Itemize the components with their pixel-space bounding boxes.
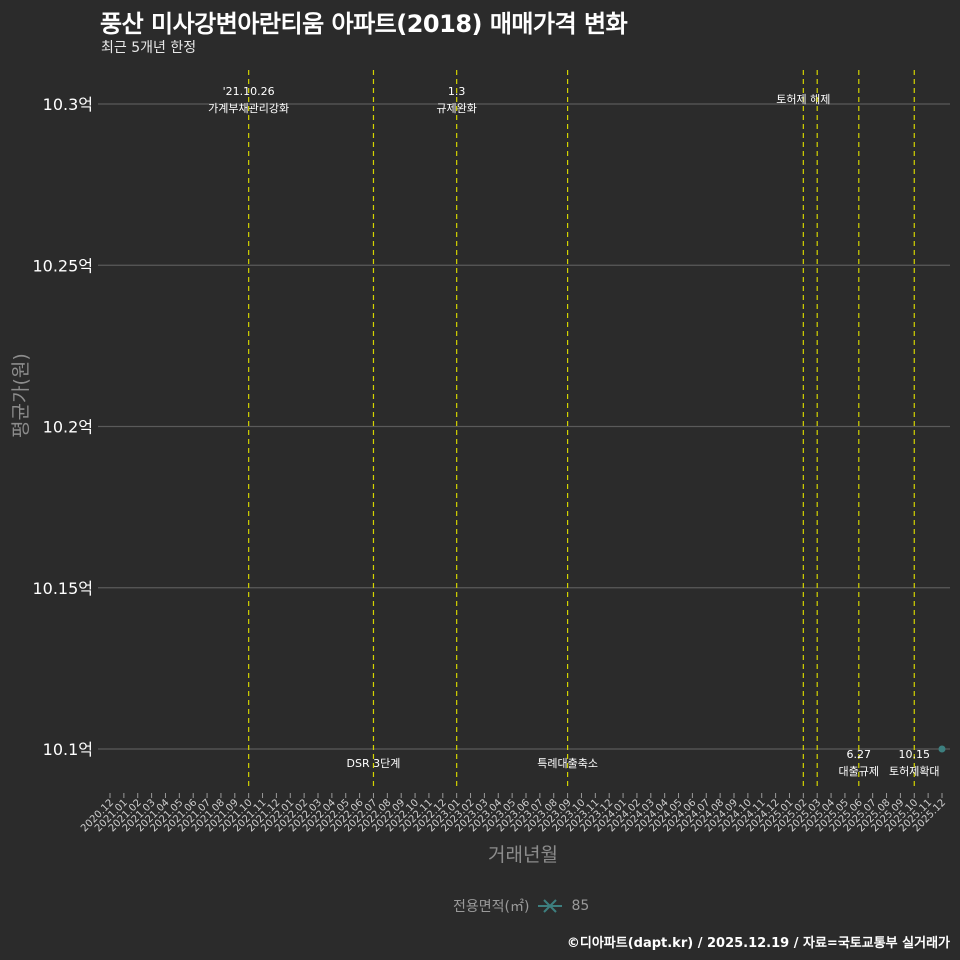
x-axis-title: 거래년월 bbox=[488, 844, 558, 866]
y-axis-title: 평균가(원) bbox=[10, 353, 32, 438]
event-label: 토허제 해제 bbox=[776, 92, 830, 106]
y-tick-label: 10.15억 bbox=[32, 579, 93, 598]
event-label: '21.10.26 bbox=[223, 85, 275, 98]
event-label: 가계부채관리강화 bbox=[208, 102, 289, 115]
y-tick-label: 10.1억 bbox=[43, 740, 93, 759]
legend-line-point-icon bbox=[538, 899, 563, 913]
event-label: 1.3 bbox=[448, 85, 466, 98]
chart-title: 풍산 미사강변아란티움 아파트(2018) 매매가격 변화 bbox=[100, 10, 628, 38]
y-tick-label: 10.25억 bbox=[32, 256, 93, 275]
legend-title: 전용면적(㎡) bbox=[453, 899, 530, 915]
event-label: 대출규제 bbox=[839, 765, 879, 778]
event-label: 규제완화 bbox=[436, 102, 476, 115]
y-tick-label: 10.3억 bbox=[43, 95, 93, 114]
data-point bbox=[938, 745, 946, 753]
event-label: 토허제확대 bbox=[889, 765, 940, 778]
chart-subtitle: 최근 5개년 한정 bbox=[101, 40, 197, 56]
event-label: DSR 3단계 bbox=[347, 757, 401, 770]
legend-item-85: 85 bbox=[571, 898, 590, 914]
event-label: 6.27 bbox=[847, 748, 872, 761]
caption: ©디아파트(dapt.kr) / 2025.12.19 / 자료=국토교통부 실… bbox=[566, 936, 950, 951]
legend: 전용면적(㎡) 85 bbox=[453, 896, 589, 916]
y-tick-label: 10.2억 bbox=[43, 418, 93, 437]
event-label: 10.15 bbox=[899, 748, 931, 761]
event-label: 특례대출축소 bbox=[537, 757, 598, 770]
